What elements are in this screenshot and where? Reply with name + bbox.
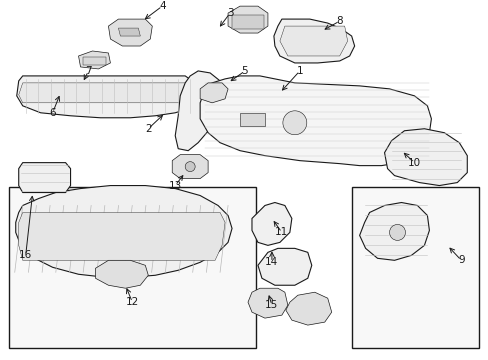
Polygon shape <box>175 71 222 151</box>
Text: 3: 3 <box>226 8 233 18</box>
Polygon shape <box>384 129 467 185</box>
Text: 7: 7 <box>85 66 92 76</box>
Text: 6: 6 <box>49 108 56 118</box>
Polygon shape <box>108 19 152 46</box>
Polygon shape <box>200 83 227 103</box>
Polygon shape <box>279 26 347 56</box>
Text: 1: 1 <box>296 66 303 76</box>
Polygon shape <box>247 288 287 318</box>
Bar <box>351 186 478 348</box>
Text: 8: 8 <box>336 16 342 26</box>
Text: 15: 15 <box>265 300 278 310</box>
Polygon shape <box>19 83 192 103</box>
Polygon shape <box>19 163 70 193</box>
Polygon shape <box>273 19 354 63</box>
Text: 12: 12 <box>125 297 139 307</box>
Text: 11: 11 <box>275 228 288 237</box>
Polygon shape <box>82 57 106 65</box>
Circle shape <box>282 111 306 135</box>
Polygon shape <box>79 51 110 69</box>
Polygon shape <box>285 292 331 325</box>
Polygon shape <box>251 203 291 246</box>
Polygon shape <box>359 203 428 260</box>
Polygon shape <box>17 76 200 118</box>
Polygon shape <box>19 212 224 260</box>
Text: 4: 4 <box>159 1 165 11</box>
Polygon shape <box>16 185 232 277</box>
Polygon shape <box>172 155 208 179</box>
Text: 10: 10 <box>407 158 420 168</box>
Text: 14: 14 <box>265 257 278 267</box>
Polygon shape <box>200 76 430 166</box>
Polygon shape <box>95 260 148 288</box>
Polygon shape <box>227 6 267 33</box>
Polygon shape <box>258 248 311 285</box>
Circle shape <box>185 162 195 172</box>
Text: 9: 9 <box>457 255 464 265</box>
Polygon shape <box>118 28 140 36</box>
Circle shape <box>389 224 405 240</box>
Text: 5: 5 <box>241 66 248 76</box>
Text: 13: 13 <box>168 181 182 190</box>
Text: 16: 16 <box>19 250 32 260</box>
Polygon shape <box>232 15 264 29</box>
Polygon shape <box>240 113 264 126</box>
Text: 2: 2 <box>145 124 151 134</box>
Bar <box>9 186 255 348</box>
